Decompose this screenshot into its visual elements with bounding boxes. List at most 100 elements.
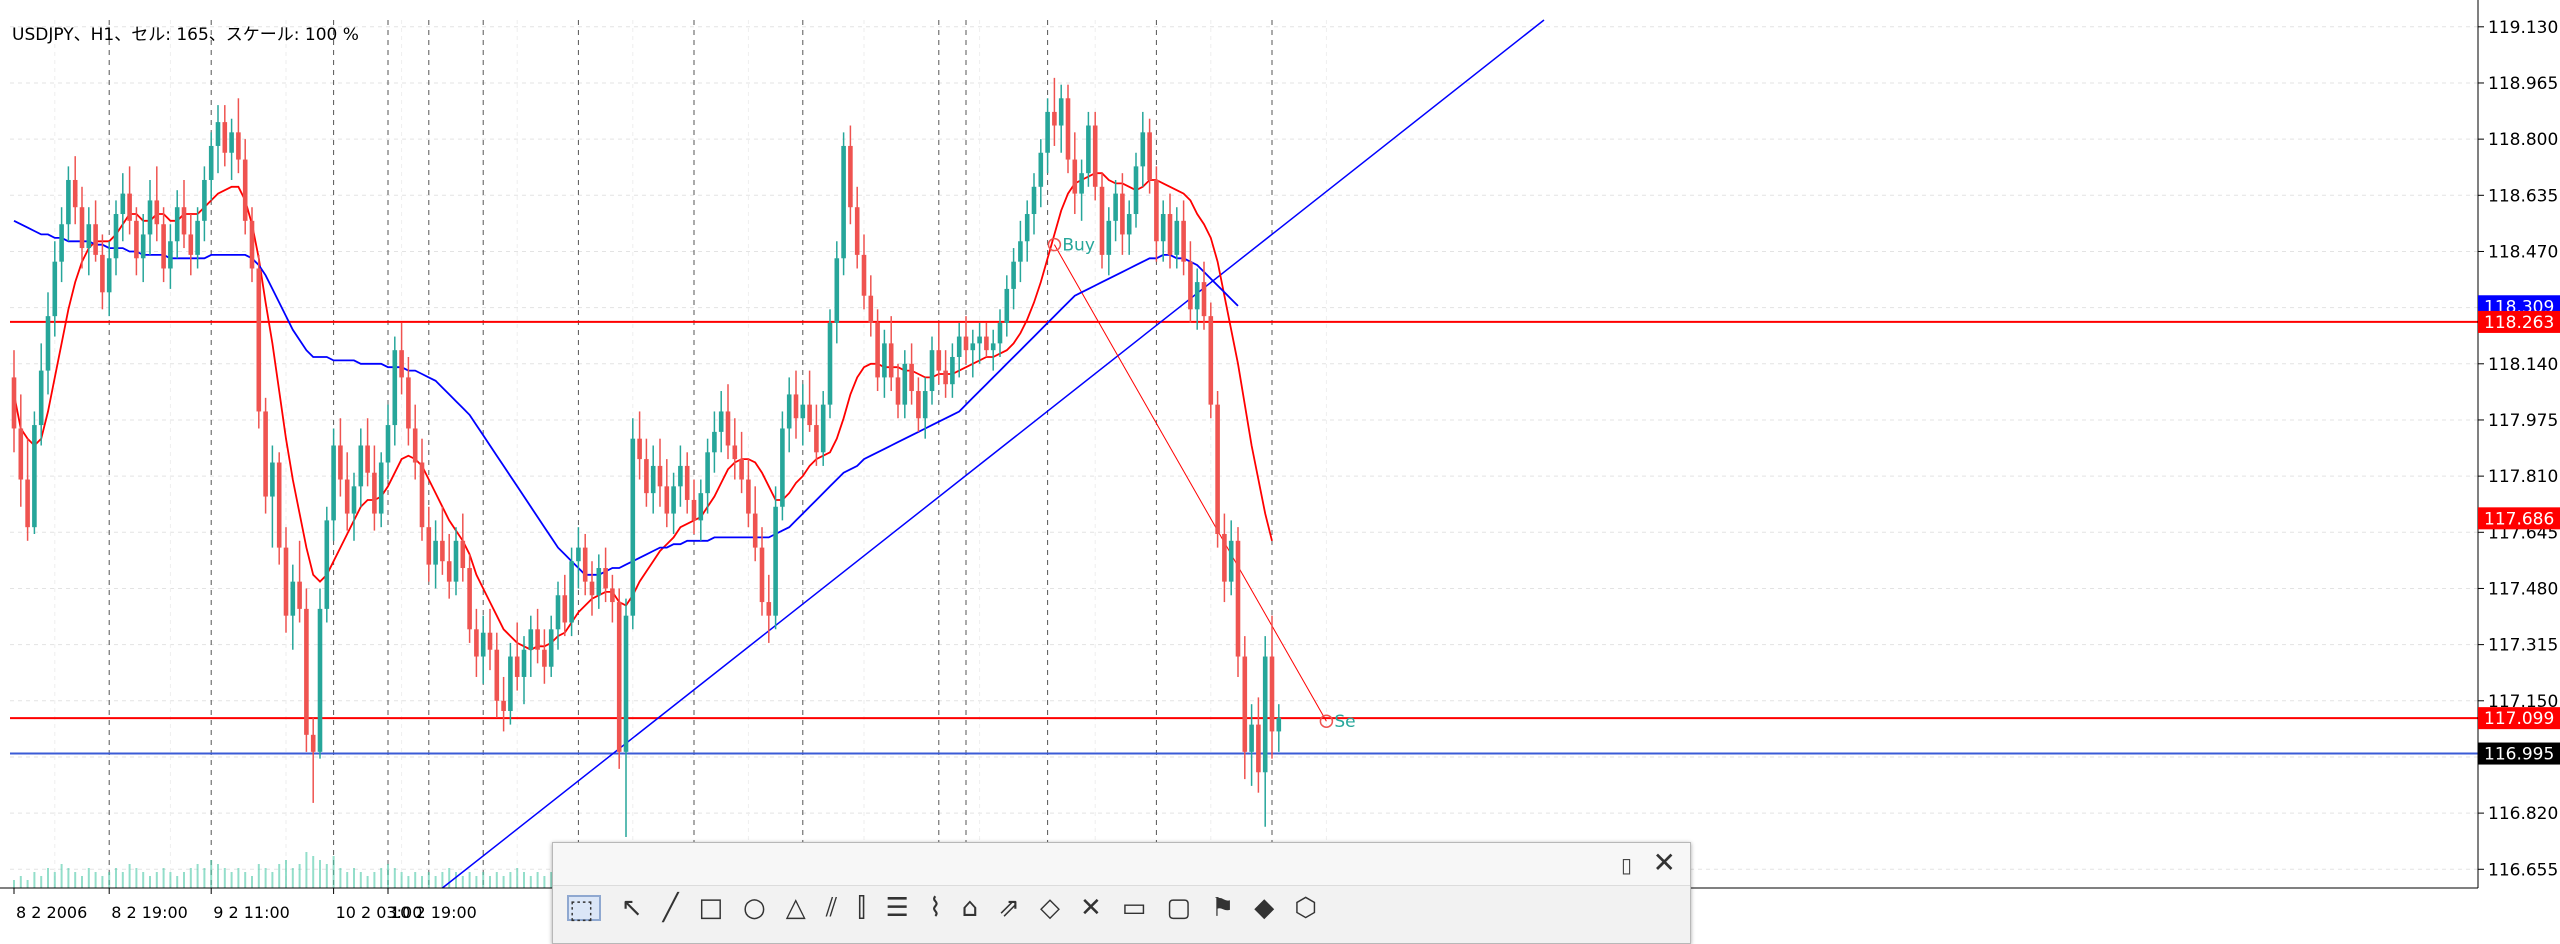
toolbar-tool-button[interactable]: ◆: [1254, 893, 1275, 923]
candle-body: [93, 224, 98, 255]
candle-body: [344, 479, 350, 514]
candle-body: [38, 370, 44, 426]
toolbar-tool-button[interactable]: ⚑: [1210, 893, 1235, 923]
toolbar-tool-button[interactable]: △: [785, 893, 806, 923]
candle-body: [1276, 717, 1282, 732]
candle-body: [834, 258, 840, 323]
candle-body: [45, 316, 51, 371]
candle-body: [888, 343, 894, 378]
toolbar-tool-button[interactable]: ⫽: [825, 893, 838, 923]
candle-body: [990, 343, 996, 351]
candle-body: [86, 224, 92, 249]
candle-body: [487, 632, 493, 650]
y-tick-label: 117.480: [2488, 579, 2558, 599]
candle-body: [1065, 98, 1071, 160]
candle-body: [1058, 98, 1064, 126]
candle-body: [596, 568, 602, 596]
candle-body: [535, 629, 540, 650]
candle-body: [589, 581, 595, 596]
candle-body: [474, 629, 479, 657]
candle-body: [725, 411, 731, 446]
candle-body: [66, 179, 71, 225]
candle-body: [582, 547, 588, 582]
trendline: [441, 19, 1545, 889]
toolbar-tool-button[interactable]: ⬚: [567, 895, 601, 923]
price-tag: [2478, 310, 2560, 333]
candle-body: [1167, 214, 1173, 255]
candle-body: [1194, 282, 1200, 310]
candle-body: [467, 568, 472, 630]
candle-body: [127, 193, 132, 221]
close-icon[interactable]: ✕: [1652, 846, 1676, 879]
candle-body: [963, 336, 969, 351]
candle-body: [215, 122, 221, 146]
toolbar-tool-button[interactable]: ⇗: [998, 893, 1020, 923]
toolbar-tool-button[interactable]: ↖: [621, 893, 643, 923]
candle-body: [1052, 111, 1057, 126]
candle-body: [392, 350, 398, 426]
candle-body: [569, 561, 574, 623]
toolbar-tool-button[interactable]: ○: [743, 893, 766, 923]
toolbar-tool-button[interactable]: ✕: [1079, 893, 1102, 923]
candle-body: [1099, 186, 1105, 255]
candle-body: [1249, 724, 1254, 752]
candle-body: [140, 234, 146, 259]
moving-average-blue: [13, 219, 1239, 576]
toolbar-tool-button[interactable]: ▭: [1121, 893, 1147, 923]
candle-body: [766, 602, 772, 616]
candle-body: [684, 465, 690, 500]
candle-body: [773, 506, 778, 616]
y-tick-label: 116.655: [2488, 860, 2558, 880]
candle-body: [807, 404, 812, 426]
candle-body: [528, 629, 534, 650]
price-tag-label: 117.686: [2484, 509, 2554, 529]
candle-body: [678, 465, 683, 487]
y-tick-label: 117.315: [2488, 636, 2558, 656]
moving-averages: [13, 172, 1273, 651]
toolbar-tool-button[interactable]: ⫿: [857, 893, 866, 923]
candle-body: [106, 258, 112, 293]
candle-body: [202, 179, 207, 221]
toolbar-tool-button[interactable]: ⌂: [961, 893, 979, 923]
candle-body: [501, 700, 506, 711]
y-tick-label: 118.140: [2488, 355, 2558, 375]
candle-body: [290, 581, 296, 616]
drawing-toolbar[interactable]: ▯ ✕ ⬚ ↖ ╱ □ ○ △ ⫽ ⫿ ☰ ⌇ ⌂ ⇗ ◇ ✕ ▭ ▢ ⚑ ◆ ⬡: [552, 842, 1691, 944]
toolbar-tool-button[interactable]: ⬡: [1294, 893, 1317, 923]
toolbar-tool-button[interactable]: □: [698, 893, 724, 923]
candle-body: [406, 377, 411, 429]
x-tick-label: 9 2 11:00: [213, 903, 290, 922]
candle-body: [324, 520, 330, 609]
candle-body: [922, 391, 928, 419]
candle-body: [882, 343, 887, 378]
toolbar-tool-button[interactable]: ▢: [1166, 893, 1191, 923]
candle-body: [705, 452, 710, 494]
candle-body: [929, 350, 935, 392]
candle-body: [861, 254, 867, 296]
candle-body: [378, 462, 384, 514]
candle-body: [691, 499, 697, 521]
candle-body: [147, 200, 153, 235]
candle-body: [181, 207, 187, 235]
price-tag-label: 116.995: [2484, 745, 2554, 765]
x-tick-label: 10 2 19:00: [390, 903, 477, 922]
y-tick-label: 118.635: [2488, 186, 2558, 206]
pin-icon[interactable]: ▯: [1620, 853, 1632, 877]
candle-body: [32, 425, 37, 528]
candle-body: [936, 350, 942, 371]
trade-marker: [1319, 714, 1334, 728]
toolbar-tool-button[interactable]: ☰: [885, 893, 909, 923]
candle-body: [358, 445, 364, 487]
candle-body: [950, 356, 955, 385]
candle-body: [419, 462, 425, 528]
toolbar-titlebar[interactable]: ▯ ✕: [553, 843, 1690, 886]
candle-body: [657, 465, 663, 487]
toolbar-tool-button[interactable]: ◇: [1039, 893, 1060, 923]
toolbar-tool-button[interactable]: ╱: [662, 893, 679, 923]
toolbar-tool-button[interactable]: ⌇: [928, 893, 942, 923]
candle-body: [317, 608, 323, 752]
candle-body: [997, 322, 1003, 344]
price-tag-label: 117.099: [2484, 709, 2554, 729]
